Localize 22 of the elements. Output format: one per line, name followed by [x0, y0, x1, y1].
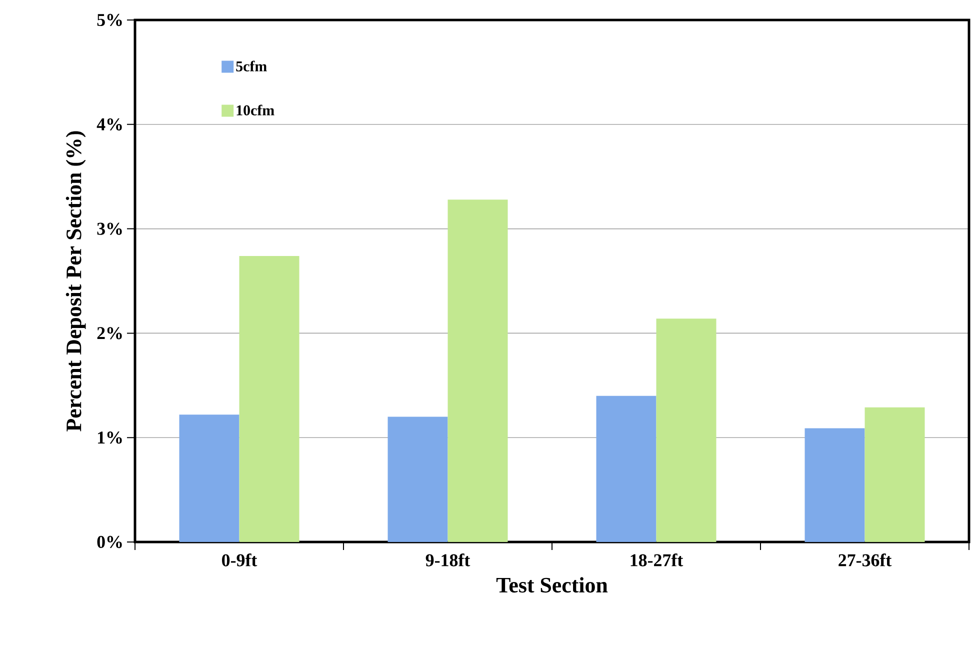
- legend-label: 5cfm: [236, 60, 267, 72]
- bar: [388, 416, 448, 542]
- bar: [804, 428, 865, 542]
- bar: [656, 318, 716, 542]
- x-axis-title: Test Section: [496, 577, 608, 593]
- bar: [448, 200, 508, 542]
- y-axis-title: Percent Deposit Per Section (%): [66, 131, 86, 432]
- x-tick-label: 27-36ft: [838, 554, 892, 566]
- y-tick-label: 3%: [97, 222, 122, 235]
- y-tick-label: 0%: [97, 536, 122, 548]
- x-tick-label: 18-27ft: [630, 554, 684, 566]
- bar: [179, 414, 240, 542]
- bar: [596, 396, 656, 542]
- x-tick-label: 0-9ft: [222, 554, 258, 566]
- y-tick-label: 4%: [96, 118, 122, 130]
- bar: [239, 256, 300, 542]
- bar: [864, 407, 925, 542]
- x-tick-label: 9-18ft: [426, 554, 470, 566]
- legend-label: 10cfm: [236, 104, 274, 116]
- y-tick-label: 2%: [97, 327, 122, 340]
- y-tick-label: 5%: [97, 14, 122, 26]
- y-tick-label: 1%: [98, 432, 122, 444]
